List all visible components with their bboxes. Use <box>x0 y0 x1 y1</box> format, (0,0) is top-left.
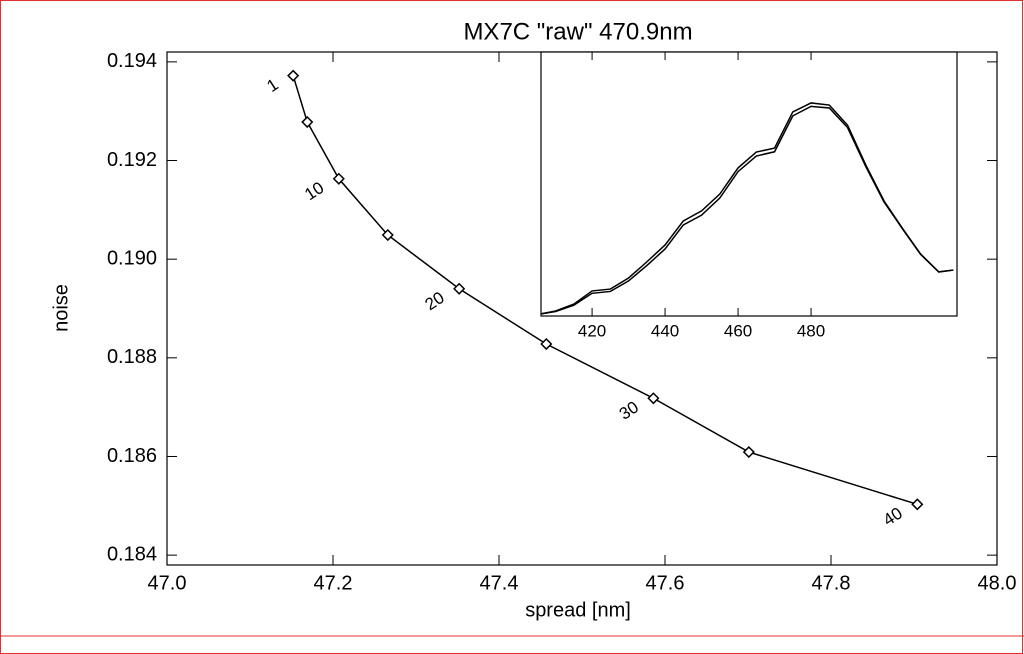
x-tick-label: 48.0 <box>978 572 1017 594</box>
inset-frame <box>540 51 958 317</box>
marker <box>647 392 660 405</box>
marker <box>911 498 924 511</box>
marker <box>453 282 466 295</box>
x-tick-label: 420 <box>578 322 606 341</box>
y-tick-label: 0.192 <box>107 149 157 171</box>
marker <box>301 115 314 129</box>
y-tick-label: 0.186 <box>107 445 157 467</box>
x-tick-label: 480 <box>797 322 825 341</box>
x-tick-label: 440 <box>651 322 679 341</box>
marker <box>381 228 394 242</box>
x-tick-label: 47.6 <box>646 572 685 594</box>
y-tick-label: 0.194 <box>107 50 157 72</box>
y-tick-label: 0.190 <box>107 247 157 269</box>
chart-title: MX7C "raw" 470.9nm <box>463 18 692 45</box>
line <box>540 105 954 315</box>
x-tick-label: 47.8 <box>812 572 851 594</box>
marker <box>540 337 553 351</box>
y-tick-label: 0.188 <box>107 346 157 368</box>
marker <box>332 172 345 185</box>
x-tick-label: 47.0 <box>148 572 187 594</box>
x-tick-label: 47.2 <box>314 572 353 594</box>
y-tick-label: 0.184 <box>107 543 157 565</box>
marker <box>287 69 300 82</box>
y-axis-label: noise <box>50 284 72 332</box>
x-tick-label: 460 <box>724 322 752 341</box>
x-tick-label: 47.4 <box>480 572 519 594</box>
x-axis-label: spread [nm] <box>525 599 631 621</box>
marker <box>742 445 755 459</box>
